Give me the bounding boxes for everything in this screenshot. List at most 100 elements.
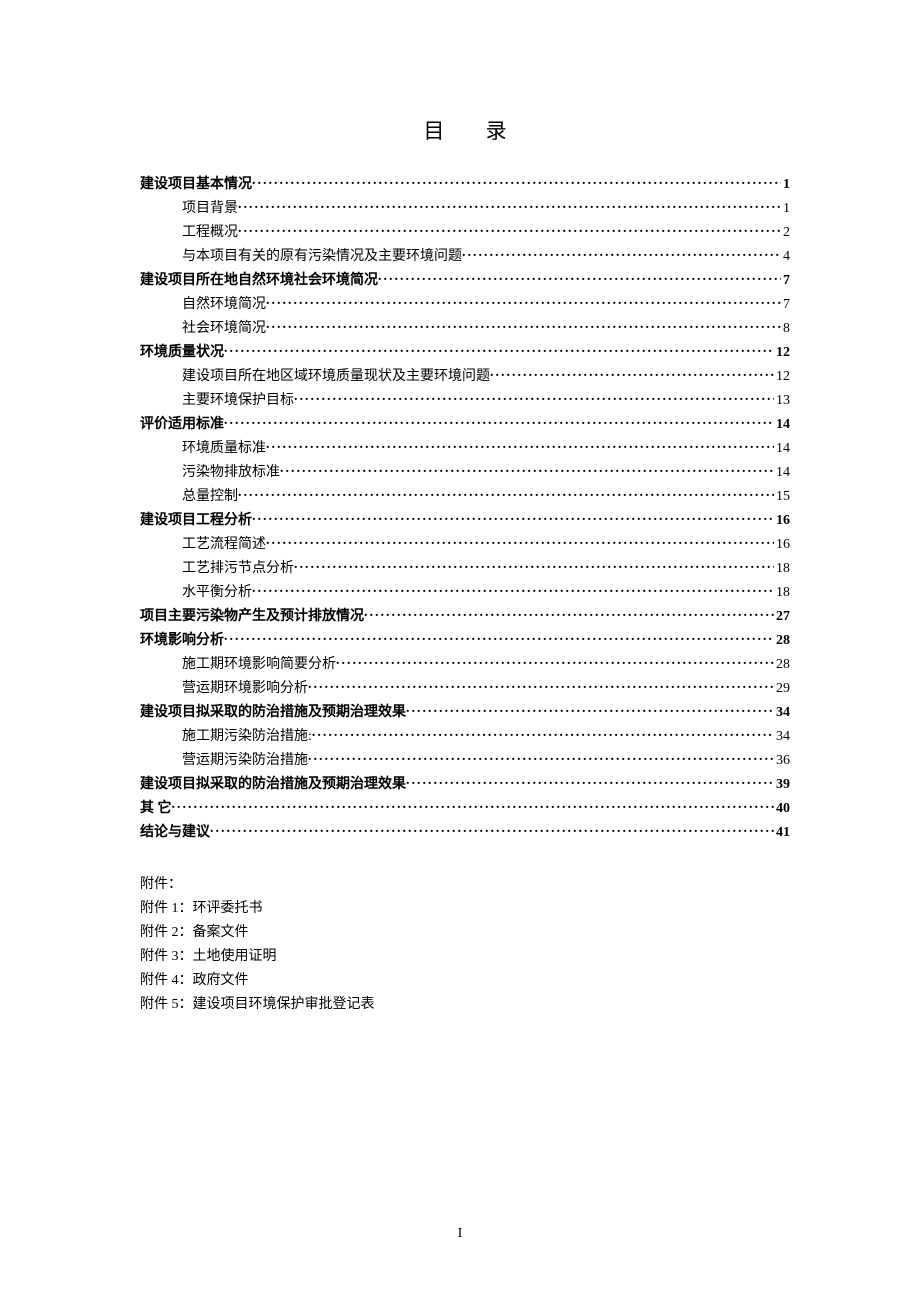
toc-entry: 工艺排污节点分析 18 [140, 557, 790, 581]
toc-entry-label: 环境质量状况 [140, 341, 224, 365]
toc-dot-leader [336, 653, 774, 668]
toc-entry-label: 自然环境简况 [140, 293, 266, 317]
toc-dot-leader [252, 509, 774, 524]
toc-dot-leader [308, 677, 774, 692]
toc-entry-page: 14 [774, 413, 790, 437]
toc-dot-leader [266, 533, 774, 548]
toc-entry-label: 工艺流程简述 [140, 533, 266, 557]
toc-entry-label: 环境影响分析 [140, 629, 224, 653]
toc-dot-leader [252, 173, 781, 188]
toc-entry-label: 水平衡分析 [140, 581, 252, 605]
toc-entry-page: 7 [781, 269, 790, 293]
appendix-heading: 附件： [140, 873, 790, 897]
toc-entry-label: 建设项目工程分析 [140, 509, 252, 533]
toc-title: 目 录 [140, 115, 790, 145]
appendix-item: 附件 4：政府文件 [140, 969, 790, 993]
toc-entry: 污染物排放标准14 [140, 461, 790, 485]
toc-entry-page: 18 [774, 581, 790, 605]
toc-entry-label: 社会环境简况 [140, 317, 266, 341]
toc-entry-label: 项目背景 [140, 197, 238, 221]
toc-entry: 建设项目拟采取的防治措施及预期治理效果 34 [140, 701, 790, 725]
toc-entry-label: 营运期环境影响分析 [140, 677, 308, 701]
toc-dot-leader [364, 605, 774, 620]
toc-entry: 营运期污染防治措施36 [140, 749, 790, 773]
toc-entry: 建设项目所在地区域环境质量现状及主要环境问题 12 [140, 365, 790, 389]
toc-entry: 环境质量标准 14 [140, 437, 790, 461]
toc-dot-leader [238, 221, 781, 236]
toc-dot-leader [238, 197, 781, 212]
toc-entry-page: 16 [774, 509, 790, 533]
toc-entry-page: 1 [781, 173, 790, 197]
toc-entry-label: 施工期环境影响简要分析 [140, 653, 336, 677]
table-of-contents: 建设项目基本情况1项目背景1工程概况2与本项目有关的原有污染情况及主要环境问题4… [140, 173, 790, 845]
toc-entry-label: 建设项目拟采取的防治措施及预期治理效果 [140, 701, 406, 725]
appendix-item: 附件 1：环评委托书 [140, 897, 790, 921]
toc-dot-leader [378, 269, 781, 284]
toc-entry-label: 建设项目所在地区域环境质量现状及主要环境问题 [140, 365, 490, 389]
toc-dot-leader [224, 341, 774, 356]
toc-dot-leader [252, 581, 774, 596]
toc-entry-page: 14 [774, 437, 790, 461]
toc-dot-leader [224, 629, 774, 644]
toc-entry-label: 环境质量标准 [140, 437, 266, 461]
toc-dot-leader [266, 317, 781, 332]
toc-entry-label: 其 它 [140, 797, 172, 821]
toc-entry: 工程概况 2 [140, 221, 790, 245]
toc-entry-label: 总量控制 [140, 485, 238, 509]
toc-dot-leader [406, 701, 774, 716]
toc-entry: 环境影响分析28 [140, 629, 790, 653]
toc-entry: 项目背景1 [140, 197, 790, 221]
toc-entry-label: 污染物排放标准 [140, 461, 280, 485]
toc-entry: 工艺流程简述 16 [140, 533, 790, 557]
toc-entry-page: 15 [774, 485, 790, 509]
toc-entry-page: 34 [774, 701, 790, 725]
toc-entry-page: 13 [774, 389, 790, 413]
toc-entry-label: 与本项目有关的原有污染情况及主要环境问题 [140, 245, 462, 269]
toc-dot-leader [238, 485, 774, 500]
toc-dot-leader [224, 413, 774, 428]
toc-entry-page: 8 [781, 317, 790, 341]
toc-entry-label: 施工期污染防治措施: [140, 725, 312, 749]
toc-dot-leader [280, 461, 774, 476]
toc-entry: 施工期污染防治措施: 34 [140, 725, 790, 749]
toc-entry-page: 41 [774, 821, 790, 845]
toc-entry-page: 39 [774, 773, 790, 797]
toc-entry: 主要环境保护目标 13 [140, 389, 790, 413]
toc-entry-page: 29 [774, 677, 790, 701]
toc-entry-label: 营运期污染防治措施 [140, 749, 308, 773]
toc-entry-page: 16 [774, 533, 790, 557]
toc-dot-leader [462, 245, 781, 260]
toc-entry-label: 主要环境保护目标 [140, 389, 294, 413]
toc-entry-page: 2 [781, 221, 790, 245]
toc-entry-page: 40 [774, 797, 790, 821]
appendix-item: 附件 2：备案文件 [140, 921, 790, 945]
toc-entry-page: 12 [774, 341, 790, 365]
toc-entry-label: 结论与建议 [140, 821, 210, 845]
toc-entry: 与本项目有关的原有污染情况及主要环境问题 4 [140, 245, 790, 269]
toc-entry-label: 工程概况 [140, 221, 238, 245]
toc-entry-page: 18 [774, 557, 790, 581]
toc-entry: 总量控制 15 [140, 485, 790, 509]
toc-dot-leader [312, 725, 774, 740]
toc-dot-leader [266, 293, 781, 308]
toc-entry: 其 它 40 [140, 797, 790, 821]
toc-dot-leader [294, 557, 774, 572]
toc-dot-leader [308, 749, 774, 764]
toc-entry-label: 建设项目拟采取的防治措施及预期治理效果 [140, 773, 406, 797]
toc-entry-label: 工艺排污节点分析 [140, 557, 294, 581]
toc-entry: 建设项目所在地自然环境社会环境简况 7 [140, 269, 790, 293]
appendix-item: 附件 3：土地使用证明 [140, 945, 790, 969]
toc-dot-leader [210, 821, 774, 836]
toc-dot-leader [406, 773, 774, 788]
toc-entry-page: 12 [774, 365, 790, 389]
toc-entry: 建设项目工程分析 16 [140, 509, 790, 533]
toc-dot-leader [172, 797, 775, 812]
toc-entry-label: 建设项目所在地自然环境社会环境简况 [140, 269, 378, 293]
toc-dot-leader [294, 389, 774, 404]
toc-entry: 建设项目基本情况1 [140, 173, 790, 197]
toc-entry-page: 4 [781, 245, 790, 269]
appendix-section: 附件： 附件 1：环评委托书附件 2：备案文件附件 3：土地使用证明附件 4：政… [140, 873, 790, 1017]
toc-entry: 自然环境简况7 [140, 293, 790, 317]
toc-dot-leader [490, 365, 774, 380]
toc-entry-page: 34 [774, 725, 790, 749]
